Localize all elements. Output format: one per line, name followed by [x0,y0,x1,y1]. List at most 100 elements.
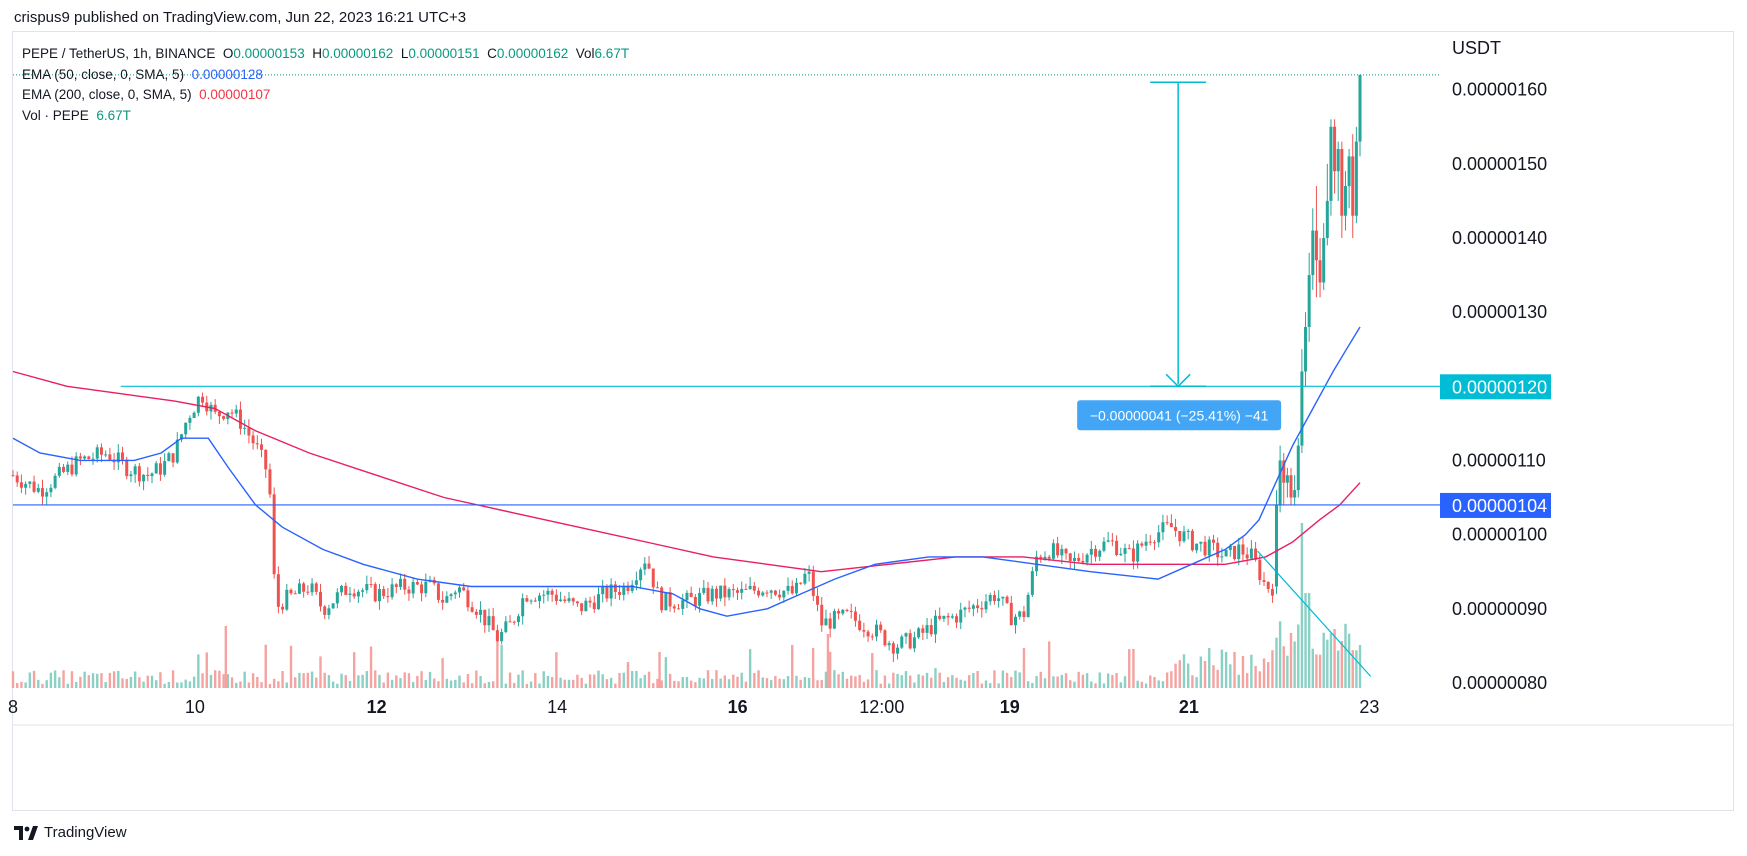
candle-body[interactable] [533,600,537,602]
candle-body[interactable] [925,625,929,633]
candle-body[interactable] [879,624,883,631]
candle-body[interactable] [1314,230,1318,261]
candle-body[interactable] [887,643,891,646]
candle-body[interactable] [1224,549,1228,557]
candle-body[interactable] [40,488,44,497]
candle-body[interactable] [698,592,702,606]
candle-body[interactable] [908,633,912,649]
candle-body[interactable] [487,616,491,626]
candle-body[interactable] [403,578,407,590]
candle-body[interactable] [992,595,996,602]
candle-body[interactable] [575,601,579,604]
candle-body[interactable] [559,599,563,601]
legend-ema50-row[interactable]: EMA (50, close, 0, SMA, 5) 0.00000128 [22,65,629,86]
candle-body[interactable] [1136,543,1140,562]
candle-body[interactable] [516,616,520,623]
candle-body[interactable] [1340,148,1344,216]
candle-body[interactable] [344,585,348,595]
candle-body[interactable] [634,580,638,585]
candle-body[interactable] [1333,126,1337,172]
candle-body[interactable] [546,590,550,595]
candle-body[interactable] [626,585,630,592]
candle-body[interactable] [601,586,605,595]
candle-body[interactable] [179,434,183,440]
candle-body[interactable] [613,584,617,592]
candle-body[interactable] [1293,490,1297,498]
candle-body[interactable] [1148,541,1152,543]
candle-body[interactable] [184,422,188,435]
candle-body[interactable] [702,587,706,593]
candle-body[interactable] [639,569,643,581]
candle-body[interactable] [538,595,542,602]
candle-body[interactable] [757,590,761,596]
candle-body[interactable] [912,637,916,649]
candle-body[interactable] [862,630,866,632]
candle-body[interactable] [799,582,803,584]
candle-body[interactable] [116,452,120,463]
candle-body[interactable] [415,582,419,585]
candle-body[interactable] [1278,460,1282,505]
candle-body[interactable] [786,585,790,591]
candle-body[interactable] [959,609,963,623]
candle-body[interactable] [929,625,933,635]
candle-body[interactable] [108,454,112,460]
candle-body[interactable] [1233,545,1237,560]
candle-body[interactable] [1311,230,1315,276]
candle-body[interactable] [19,482,23,488]
candle-body[interactable] [596,594,600,610]
candle-body[interactable] [525,598,529,602]
candle-body[interactable] [264,449,268,470]
candle-body[interactable] [1169,523,1173,528]
candle-body[interactable] [369,584,373,586]
candle-body[interactable] [1018,611,1022,617]
candle-body[interactable] [62,466,66,472]
candle-body[interactable] [1014,616,1018,626]
candle-body[interactable] [24,483,28,488]
candle-body[interactable] [91,458,95,460]
candle-body[interactable] [828,618,832,629]
candle-body[interactable] [390,584,394,598]
candle-body[interactable] [386,596,390,598]
candle-body[interactable] [1131,548,1135,562]
legend-volume-row[interactable]: Vol · PEPE 6.67T [22,106,629,127]
candle-body[interactable] [222,416,226,419]
candle-body[interactable] [584,600,588,612]
candle-body[interactable] [361,590,365,592]
candle-body[interactable] [643,563,647,570]
candle-body[interactable] [984,601,988,610]
candle-body[interactable] [1249,548,1253,559]
candle-body[interactable] [310,583,314,593]
candle-body[interactable] [104,454,108,456]
candle-body[interactable] [394,584,398,587]
candle-body[interactable] [529,600,533,602]
candle-body[interactable] [807,571,811,574]
candle-body[interactable] [811,571,815,596]
candle-body[interactable] [57,466,61,476]
candle-body[interactable] [900,636,904,648]
candle-body[interactable] [1106,540,1110,542]
candle-body[interactable] [1144,541,1148,546]
candle-body[interactable] [1068,553,1072,561]
candle-body[interactable] [761,592,765,596]
candle-body[interactable] [988,595,992,602]
candle-body[interactable] [1178,530,1182,542]
candle-body[interactable] [466,590,470,608]
candle-body[interactable] [1285,475,1289,483]
candle-body[interactable] [297,583,301,594]
candle-body[interactable] [74,456,78,475]
candle-body[interactable] [744,588,748,590]
candle-body[interactable] [1199,541,1203,544]
candle-body[interactable] [302,583,306,592]
candle-body[interactable] [1043,556,1047,560]
candle-body[interactable] [1110,540,1114,542]
candle-body[interactable] [399,578,403,587]
candle-body[interactable] [323,606,327,615]
candle-body[interactable] [45,492,49,497]
candle-body[interactable] [28,481,32,484]
candle-body[interactable] [1005,596,1009,603]
candle-body[interactable] [192,412,196,418]
candle-body[interactable] [820,604,824,626]
candle-body[interactable] [790,585,794,594]
candle-body[interactable] [352,593,356,597]
